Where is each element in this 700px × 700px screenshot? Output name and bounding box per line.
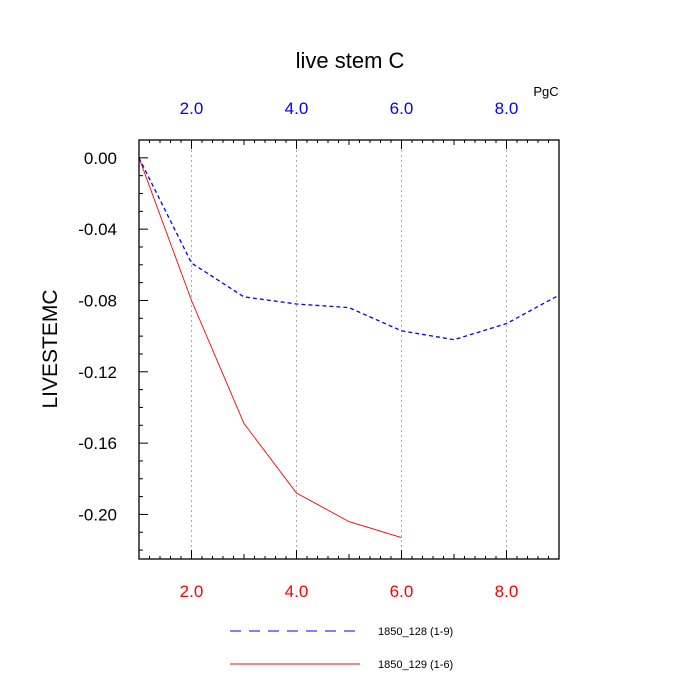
- y-tick-label: -0.04: [78, 220, 117, 239]
- units-label: PgC: [533, 84, 558, 99]
- grid-layer: [191, 140, 507, 559]
- x-tick-label-bottom: 2.0: [180, 582, 204, 601]
- series-layer: [138, 157, 560, 539]
- tick-labels-layer: 2.0 2.0 4.0 4.0 6.0 6.0 8.0 8.0 0.00 -0.04 -0.08 -0…: [78, 99, 518, 601]
- x-tick-label-top: 2.0: [180, 99, 204, 118]
- x-tick-label-top: 4.0: [285, 99, 309, 118]
- y-tick-label: -0.20: [78, 505, 117, 524]
- chart-title: live stem C: [296, 48, 405, 73]
- x-tick-label-bottom: 6.0: [390, 582, 414, 601]
- y-tick-label: -0.08: [78, 291, 117, 310]
- x-tick-label-top: 6.0: [390, 99, 414, 118]
- series-line-1: [138, 157, 560, 341]
- legend: 1850_128 (1-9) 1850_129 (1-6): [230, 626, 453, 671]
- legend-label-1: 1850_128 (1-9): [378, 626, 453, 638]
- y-tick-label: -0.16: [78, 434, 117, 453]
- y-axis-label: LIVESTEMC: [39, 289, 62, 408]
- x-tick-label-bottom: 8.0: [495, 582, 519, 601]
- series-line-2: [138, 157, 402, 539]
- x-tick-label-bottom: 4.0: [285, 582, 309, 601]
- x-tick-label-top: 8.0: [495, 99, 519, 118]
- y-tick-label: 0.00: [84, 149, 117, 168]
- legend-label-2: 1850_129 (1-6): [378, 659, 453, 671]
- plot-frame: [138, 139, 560, 560]
- ticks-layer: [138, 139, 560, 559]
- y-tick-label: -0.12: [78, 363, 117, 382]
